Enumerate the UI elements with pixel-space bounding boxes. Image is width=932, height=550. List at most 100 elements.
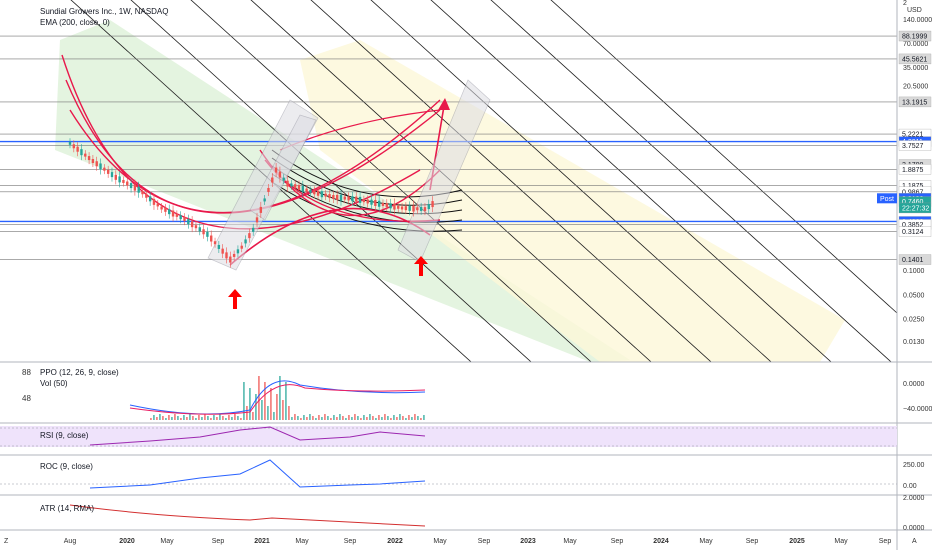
candle-body (267, 187, 270, 192)
volume-bar (255, 394, 257, 420)
price-label-text: 88.1999 (902, 34, 927, 41)
indicator-tick: 2.0000 (903, 495, 925, 502)
price-label-text: 45.5621 (902, 56, 927, 63)
volume-bar (354, 414, 356, 420)
candle-body (423, 207, 427, 212)
volume-bar (174, 414, 176, 420)
post-badge (877, 193, 897, 204)
volume-bar (327, 416, 329, 420)
candle-body (309, 189, 312, 193)
candle-body (332, 195, 335, 200)
atr-title[interactable]: ATR (14, RMA) (40, 504, 95, 513)
time-axis[interactable]: Aug 2020 May Sep 2021 May Sep 2022 May Sep 2023 May… (64, 538, 892, 545)
candle-body (431, 201, 434, 208)
time-tick: May (834, 538, 848, 545)
price-tick: 140.0000 (903, 17, 932, 24)
candle-body (427, 204, 430, 210)
volume-bar (351, 417, 353, 420)
candle-body (164, 207, 167, 212)
volume-bar (408, 415, 410, 420)
ppo-title[interactable]: PPO (12, 26, 9, close) (40, 368, 119, 377)
arc (61, 54, 421, 230)
currency-label: USD (907, 7, 922, 14)
volume-bar (183, 415, 185, 420)
candle-body (99, 163, 102, 170)
candle-body (240, 245, 243, 249)
symbol-title[interactable]: Sundial Growers Inc., 1W, NASDAQ (40, 7, 169, 16)
up-arrow (414, 256, 428, 276)
candle-body (385, 203, 388, 208)
volume-bar (363, 415, 365, 420)
time-tick: 2024 (653, 538, 669, 545)
rsi-title[interactable]: RSI (9, close) (40, 431, 89, 440)
volume-bar (384, 414, 386, 420)
trendline (370, 0, 772, 362)
volume-bar (276, 394, 278, 420)
projection-arrowhead (438, 98, 450, 110)
volume-bar (333, 415, 335, 420)
roc-title[interactable]: ROC (9, close) (40, 462, 93, 471)
candle-body (244, 239, 247, 244)
price-label-box (898, 254, 932, 265)
volume-bar (228, 415, 230, 420)
volume-bar (321, 417, 323, 420)
candle-body (202, 229, 205, 235)
volume-bar (303, 415, 305, 420)
price-label-text: 0.9867 (902, 189, 924, 196)
candle-body (141, 191, 144, 195)
candle-body (72, 144, 76, 149)
candle-body (393, 203, 396, 210)
candle-body (355, 196, 358, 202)
time-tick: May (160, 538, 174, 545)
pitchfork-box (249, 114, 317, 221)
auto-corner-right[interactable]: A (912, 538, 917, 545)
candle-body (106, 169, 110, 174)
candle-body (301, 185, 305, 192)
ema-legend[interactable]: EMA (200, close, 0) (40, 18, 110, 27)
candle-body (274, 167, 278, 173)
volume-bar (372, 416, 374, 420)
volume-bar (153, 415, 155, 420)
candle-body (339, 194, 343, 201)
price-label-text: 3.7527 (902, 143, 924, 150)
volume-bar (267, 406, 269, 420)
price-label-text: 0.3124 (902, 229, 924, 236)
price-label-text: 0.1401 (902, 257, 924, 264)
volume-bar (264, 382, 266, 420)
candle-body (286, 180, 289, 187)
volume-bar (336, 417, 338, 420)
zoom-corner-left[interactable]: Z (4, 538, 9, 545)
roc-line (89, 459, 426, 489)
trendline (190, 0, 592, 362)
volume-bar (168, 415, 170, 420)
price-tick: 0.1000 (903, 268, 925, 275)
volume-bar (270, 388, 272, 420)
candle-body (374, 199, 377, 206)
candle-body (156, 203, 159, 207)
candle-body (118, 176, 121, 183)
candle-body (80, 149, 83, 156)
indicator-tick: 0.0000 (903, 525, 925, 532)
price-label-box (898, 140, 932, 151)
price-label-text: 1.8875 (902, 167, 924, 174)
volume-bar (246, 406, 248, 420)
time-tick: 2022 (387, 538, 403, 545)
candle-body (278, 171, 282, 178)
left-label-mid: 48 (22, 394, 31, 403)
left-label-top: 88 (22, 368, 31, 377)
candle-body (179, 215, 182, 220)
volume-bar (393, 415, 395, 420)
volume-bar (231, 417, 233, 420)
volume-bar (342, 416, 344, 420)
candle-body (229, 256, 232, 263)
volume-bar (279, 376, 281, 420)
candle-body (145, 193, 148, 198)
yellow-channel-zone (300, 40, 845, 362)
volume-bar (423, 415, 425, 420)
rsi-band (0, 426, 897, 447)
price-axis[interactable]: 140.000070.000035.000020.50001.87500.100… (877, 0, 932, 532)
candle-body (370, 199, 373, 205)
vol-title[interactable]: Vol (50) (40, 379, 68, 388)
candle-body (358, 196, 362, 203)
